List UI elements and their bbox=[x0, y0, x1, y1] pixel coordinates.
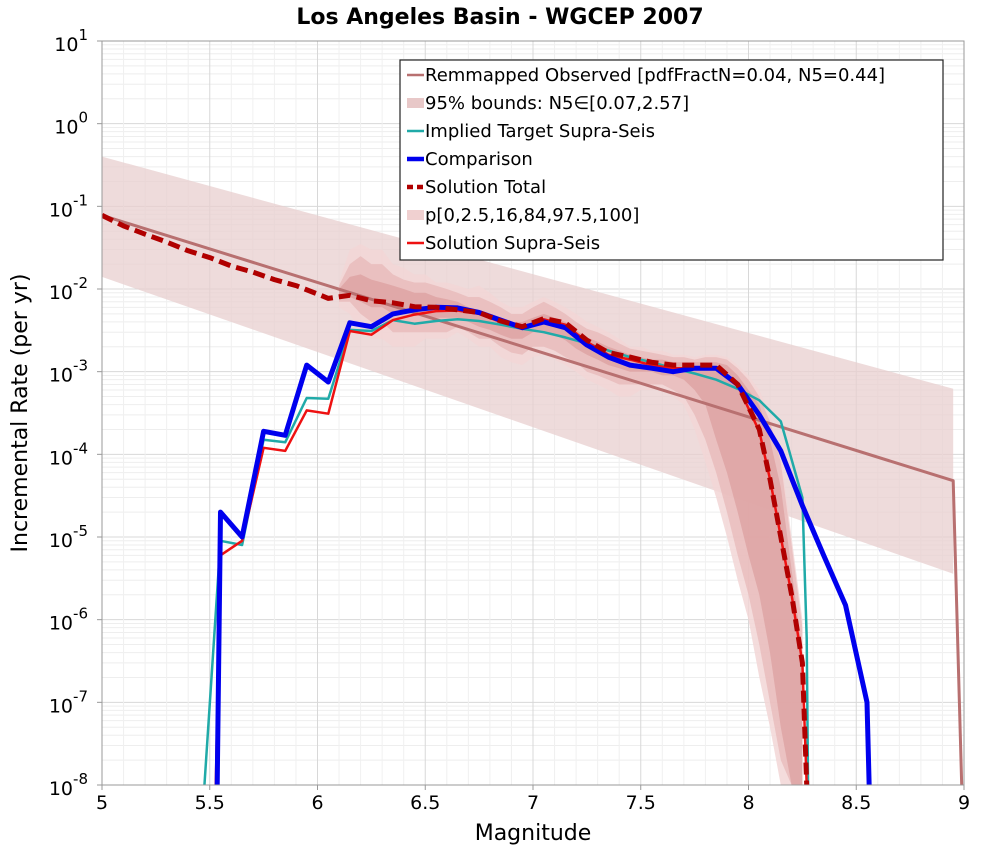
series-line-solution-total bbox=[102, 213, 810, 785]
x-tick-label: 6 bbox=[311, 792, 323, 814]
legend: Remmapped Observed [pdfFractN=0.04, N5=0… bbox=[399, 59, 944, 261]
series-lines bbox=[102, 213, 964, 785]
legend-label: Solution Total bbox=[425, 177, 546, 198]
legend-label: Remmapped Observed [pdfFractN=0.04, N5=0… bbox=[425, 65, 885, 86]
uncertainty-bands bbox=[102, 156, 954, 785]
y-tick-label: 10-7 bbox=[49, 687, 88, 717]
legend-label: Solution Supra-Seis bbox=[425, 233, 600, 254]
x-tick-label: 5.5 bbox=[195, 792, 225, 814]
y-tick-label: 100 bbox=[54, 109, 88, 139]
y-tick-label: 10-8 bbox=[49, 770, 88, 800]
x-tick-label: 9 bbox=[958, 792, 970, 814]
y-tick-label: 10-2 bbox=[49, 274, 88, 304]
x-tick-label: 5 bbox=[96, 792, 108, 814]
y-tick-label: 10-1 bbox=[49, 191, 88, 221]
y-tick-label: 10-5 bbox=[49, 522, 88, 552]
x-tick-label: 7 bbox=[527, 792, 539, 814]
y-axis-ticks: 10-8 10-7 10-6 10-5 10-4 10-3 10-2 10-1 100 101 bbox=[49, 26, 102, 800]
legend-label: Comparison bbox=[425, 149, 533, 170]
x-axis-label: Magnitude bbox=[475, 821, 592, 846]
y-axis-label: Incremental Rate (per yr) bbox=[8, 274, 33, 553]
y-tick-label: 10-6 bbox=[49, 605, 88, 635]
percentile-band-2.5-97.5 bbox=[339, 256, 803, 785]
chart-title: Los Angeles Basin - WGCEP 2007 bbox=[296, 5, 703, 30]
legend-box bbox=[399, 59, 944, 261]
y-tick-label: 10-4 bbox=[49, 439, 88, 469]
y-tick-label: 10-3 bbox=[49, 357, 88, 387]
legend-swatch bbox=[407, 98, 424, 108]
x-tick-label: 7.5 bbox=[626, 792, 656, 814]
y-tick-label: 101 bbox=[54, 26, 88, 56]
series-line-comparison bbox=[214, 304, 872, 785]
x-tick-label: 6.5 bbox=[410, 792, 440, 814]
legend-label: 95% bounds: N5∈[0.07,2.57] bbox=[425, 93, 689, 114]
legend-label: p[0,2.5,16,84,97.5,100] bbox=[425, 205, 639, 226]
x-axis-ticks: 5 5.5 6 6.5 7 7.5 8 8.5 9 bbox=[96, 785, 970, 814]
legend-swatch bbox=[407, 210, 424, 220]
x-tick-label: 8.5 bbox=[841, 792, 871, 814]
legend-label: Implied Target Supra-Seis bbox=[425, 121, 655, 142]
x-tick-label: 8 bbox=[742, 792, 754, 814]
